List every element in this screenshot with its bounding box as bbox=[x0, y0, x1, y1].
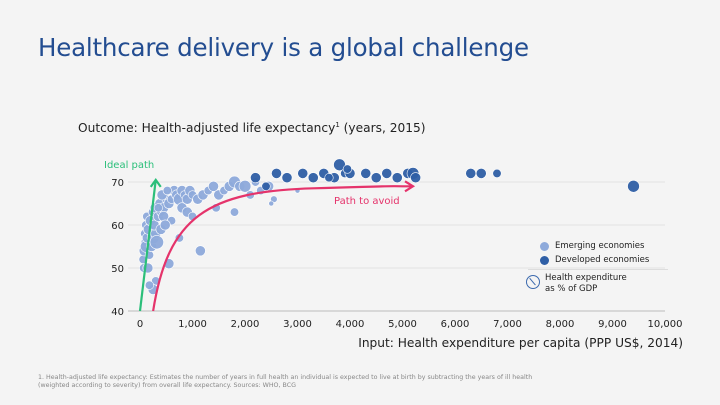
x-axis-ticks: 0 1,000 2,000 3,000 4,000 5,000 6,000 7,000 8,00… bbox=[137, 319, 683, 330]
emerging-point bbox=[149, 235, 164, 250]
footnote: 1. Health-adjusted life expectancy: Esti… bbox=[38, 374, 688, 390]
x-tick-label: 6,000 bbox=[441, 319, 470, 330]
developed-point bbox=[324, 173, 334, 183]
x-tick-label: 9,000 bbox=[598, 319, 627, 330]
developed-point bbox=[281, 172, 293, 184]
developed-point bbox=[342, 164, 352, 174]
x-tick-label: 10,000 bbox=[648, 319, 683, 330]
emerging-point bbox=[144, 280, 154, 290]
emerging-point bbox=[208, 180, 219, 192]
developed-point bbox=[271, 167, 282, 179]
developed-point bbox=[360, 167, 372, 179]
x-tick-label: 3,000 bbox=[283, 319, 312, 330]
emerging-point bbox=[153, 203, 163, 213]
avoid-path-label: Path to avoid bbox=[334, 196, 400, 207]
footnote-line-1: 1. Health-adjusted life expectancy: Esti… bbox=[38, 374, 533, 381]
chart-subtitle: Outcome: Health-adjusted life expectancy… bbox=[78, 121, 425, 135]
y-tick-label: 60 bbox=[111, 221, 124, 232]
legend-label: Health expenditure as % of GDP bbox=[545, 273, 627, 294]
developed-point bbox=[250, 172, 261, 184]
legend-label: Developed economies bbox=[555, 255, 650, 265]
developed-point bbox=[297, 167, 309, 179]
legend-item-emerging: Emerging economies bbox=[540, 239, 668, 253]
x-tick-label: 1,000 bbox=[178, 319, 207, 330]
x-tick-label: 4,000 bbox=[336, 319, 365, 330]
legend-divider bbox=[528, 269, 668, 270]
y-tick-label: 70 bbox=[111, 178, 124, 189]
developed-point bbox=[261, 181, 271, 191]
developed-point bbox=[465, 167, 477, 179]
legend-label: Emerging economies bbox=[555, 241, 645, 251]
footnote-line-2: (weighted according to severity) from ov… bbox=[38, 382, 296, 389]
developed-point bbox=[381, 167, 393, 179]
emerging-point bbox=[229, 207, 240, 217]
emerging-dot-icon bbox=[540, 241, 549, 251]
developed-point bbox=[370, 172, 382, 184]
page-title: Healthcare delivery is a global challeng… bbox=[38, 33, 529, 62]
developed-point bbox=[333, 158, 346, 172]
x-tick-label: 8,000 bbox=[546, 319, 575, 330]
footnote-marker: 1 bbox=[335, 121, 340, 129]
ideal-path-label: Ideal path bbox=[104, 160, 154, 171]
ideal-path-arrow bbox=[138, 179, 157, 312]
developed-point bbox=[391, 172, 403, 184]
path-annotations: Ideal path Path to avoid bbox=[104, 160, 416, 312]
y-axis-ticks: 40 50 60 70 bbox=[111, 178, 124, 318]
subtitle-main: Outcome: Health-adjusted life expectancy bbox=[78, 121, 336, 136]
developed-point bbox=[307, 172, 319, 184]
avoid-path-arrow bbox=[152, 185, 414, 312]
emerging-point bbox=[162, 186, 172, 196]
bubble-size-icon bbox=[526, 275, 540, 289]
developed-point bbox=[627, 180, 640, 193]
y-tick-label: 50 bbox=[111, 264, 124, 275]
x-axis-label: Input: Health expenditure per capita (PP… bbox=[358, 336, 683, 350]
subtitle-tail: (years, 2015) bbox=[339, 121, 426, 136]
x-tick-label: 2,000 bbox=[231, 319, 260, 330]
avoid-path-arrowhead bbox=[404, 180, 416, 193]
data-points bbox=[138, 158, 640, 295]
legend: Emerging economies Developed economies H… bbox=[526, 239, 668, 295]
emerging-point bbox=[238, 180, 252, 193]
emerging-point bbox=[194, 245, 206, 257]
legend-item-bubble-size: Health expenditure as % of GDP bbox=[526, 273, 668, 295]
developed-point bbox=[492, 168, 502, 178]
developed-dot-icon bbox=[540, 255, 549, 265]
x-tick-label: 5,000 bbox=[388, 319, 417, 330]
x-tick-label: 0 bbox=[137, 319, 143, 330]
emerging-point bbox=[159, 219, 171, 231]
emerging-point bbox=[268, 200, 275, 207]
y-tick-label: 40 bbox=[111, 307, 124, 318]
legend-item-developed: Developed economies bbox=[540, 253, 668, 267]
developed-point bbox=[410, 172, 422, 184]
developed-point bbox=[475, 167, 487, 179]
ideal-path-arrowhead bbox=[149, 177, 162, 188]
x-tick-label: 7,000 bbox=[493, 319, 522, 330]
